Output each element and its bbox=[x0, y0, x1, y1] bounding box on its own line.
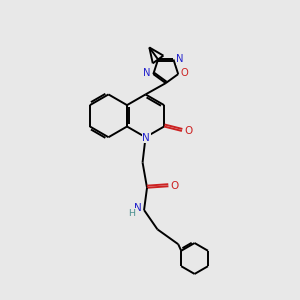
Text: N: N bbox=[134, 203, 141, 213]
Text: O: O bbox=[171, 181, 179, 191]
Text: H: H bbox=[128, 208, 135, 217]
Text: N: N bbox=[143, 68, 151, 78]
Text: O: O bbox=[181, 68, 189, 78]
Text: O: O bbox=[184, 126, 193, 136]
Text: N: N bbox=[176, 55, 184, 64]
Text: N: N bbox=[142, 133, 150, 143]
